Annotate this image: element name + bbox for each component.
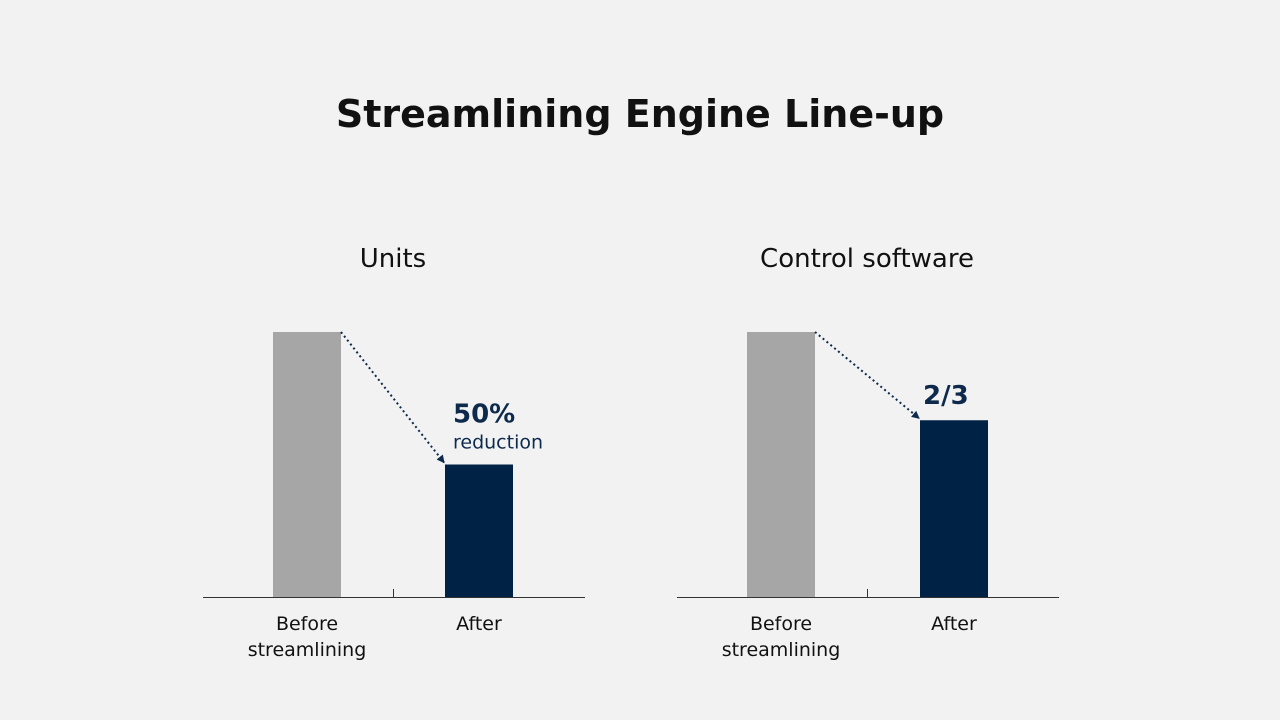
reduction-arrow [814, 331, 920, 420]
x-tick-label-line: Before [750, 613, 812, 635]
x-tick-label: Before streamlining [248, 613, 367, 661]
annotation-value: 50% [453, 400, 515, 430]
chart-panel-1: Units Before streamlining After 50%reduction [203, 244, 585, 661]
annotation-label: reduction [453, 432, 543, 454]
chart-panel-2: Control software Before streamlining After 2… [677, 244, 1059, 661]
bar-after [445, 464, 513, 597]
chart-title: Units [360, 244, 426, 274]
reduction-arrow [340, 331, 445, 464]
x-tick-label: After [456, 613, 502, 635]
x-tick-label-line: After [931, 613, 977, 635]
x-tick-label-line: streamlining [722, 639, 841, 661]
bar-before [273, 332, 341, 597]
x-tick-label-line: streamlining [248, 639, 367, 661]
charts-group: Units Before streamlining After 50%reduction… [203, 244, 1059, 661]
annotation-value: 2/3 [923, 381, 969, 411]
x-tick-label-line: Before [276, 613, 338, 635]
chart-title: Control software [760, 244, 974, 274]
bar-before [747, 332, 815, 597]
x-tick-label: After [931, 613, 977, 635]
slide-title: Streamlining Engine Line-up [336, 92, 944, 136]
x-tick-label-line: After [456, 613, 502, 635]
x-tick-label: Before streamlining [722, 613, 841, 661]
bar-after [920, 420, 988, 597]
